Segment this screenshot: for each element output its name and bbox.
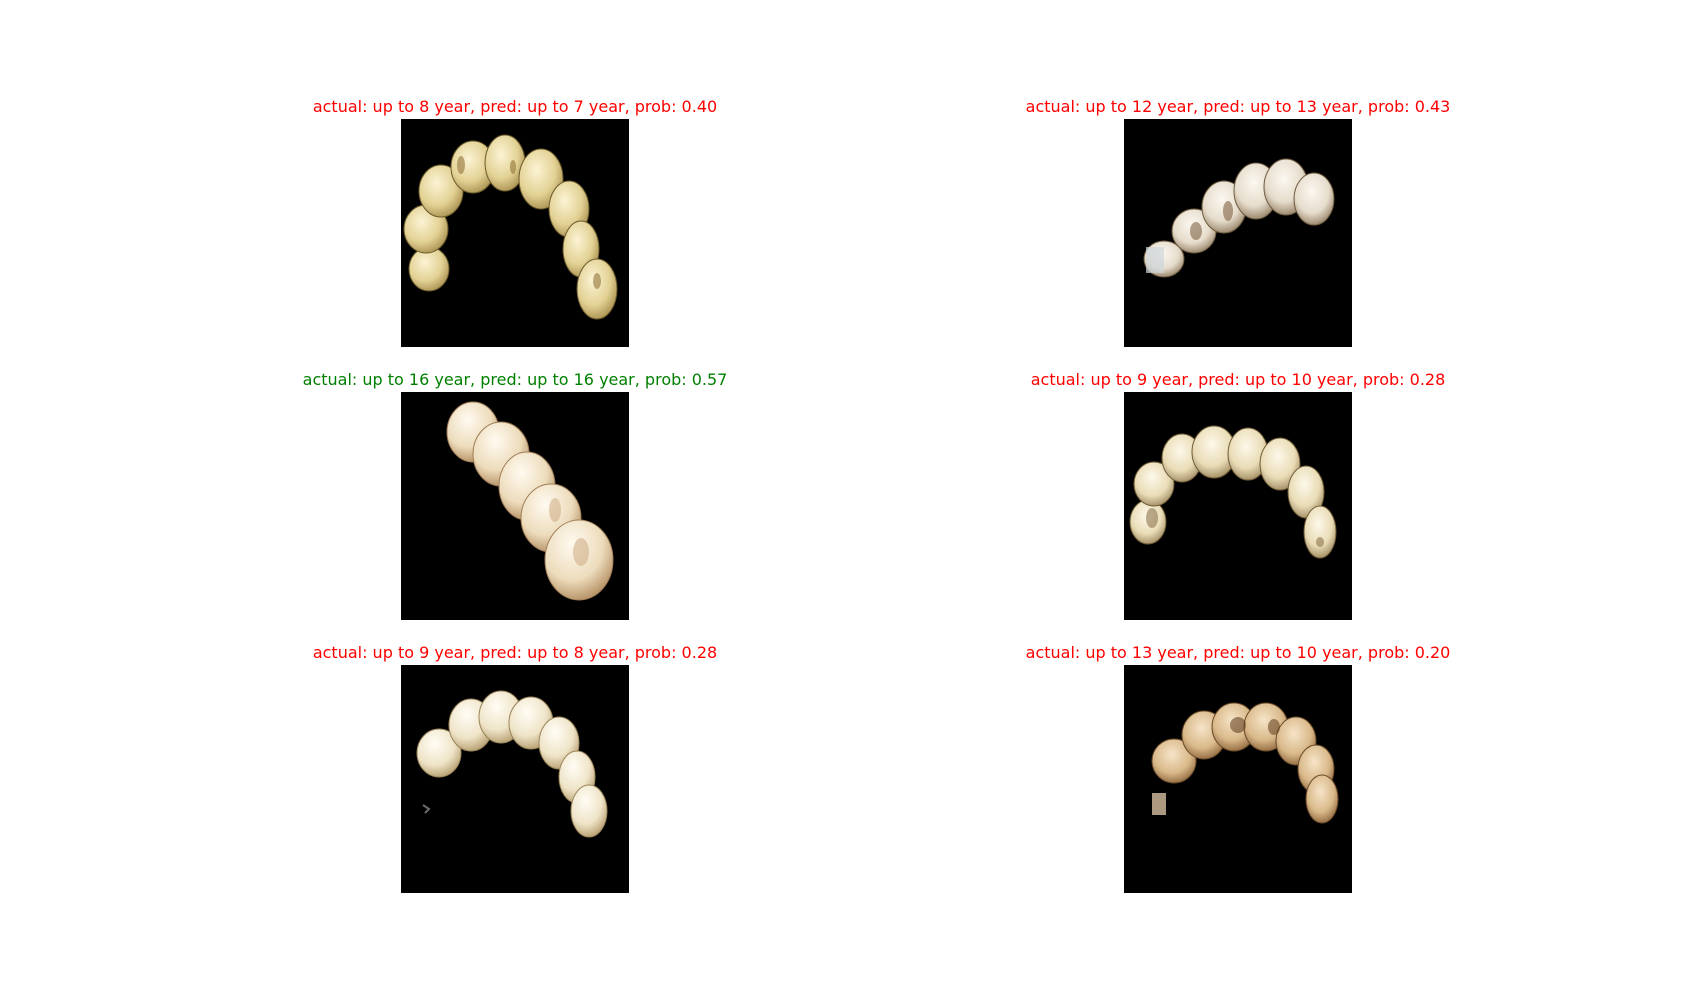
dental-image-6 <box>1124 665 1352 893</box>
teeth-arch-illustration <box>403 134 618 320</box>
prediction-title-5: actual: up to 9 year, pred: up to 8 year… <box>312 643 718 662</box>
teeth-arch-illustration <box>1129 425 1337 559</box>
teeth-arch-illustration <box>446 401 614 601</box>
prediction-panel-3: actual: up to 16 year, pred: up to 16 ye… <box>215 370 815 640</box>
prediction-title-3: actual: up to 16 year, pred: up to 16 ye… <box>302 370 728 389</box>
dental-image-1 <box>401 119 629 347</box>
dental-image-4 <box>1124 392 1352 620</box>
prediction-panel-6: actual: up to 13 year, pred: up to 10 ye… <box>938 643 1538 913</box>
dental-image-2 <box>1124 119 1352 347</box>
prediction-title-2: actual: up to 12 year, pred: up to 13 ye… <box>1025 97 1451 116</box>
dental-image-3 <box>401 392 629 620</box>
teeth-arch-illustration <box>1151 702 1339 824</box>
prediction-title-4: actual: up to 9 year, pred: up to 10 yea… <box>1030 370 1446 389</box>
prediction-panel-1: actual: up to 8 year, pred: up to 7 year… <box>215 97 815 367</box>
teeth-arch-illustration <box>1143 158 1335 278</box>
teeth-arch-illustration <box>416 690 608 838</box>
prediction-title-6: actual: up to 13 year, pred: up to 10 ye… <box>1025 643 1451 662</box>
prediction-title-1: actual: up to 8 year, pred: up to 7 year… <box>312 97 718 116</box>
prediction-panel-2: actual: up to 12 year, pred: up to 13 ye… <box>938 97 1538 367</box>
dental-image-5 <box>401 665 629 893</box>
prediction-panel-4: actual: up to 9 year, pred: up to 10 yea… <box>938 370 1538 640</box>
prediction-panel-5: actual: up to 9 year, pred: up to 8 year… <box>215 643 815 913</box>
